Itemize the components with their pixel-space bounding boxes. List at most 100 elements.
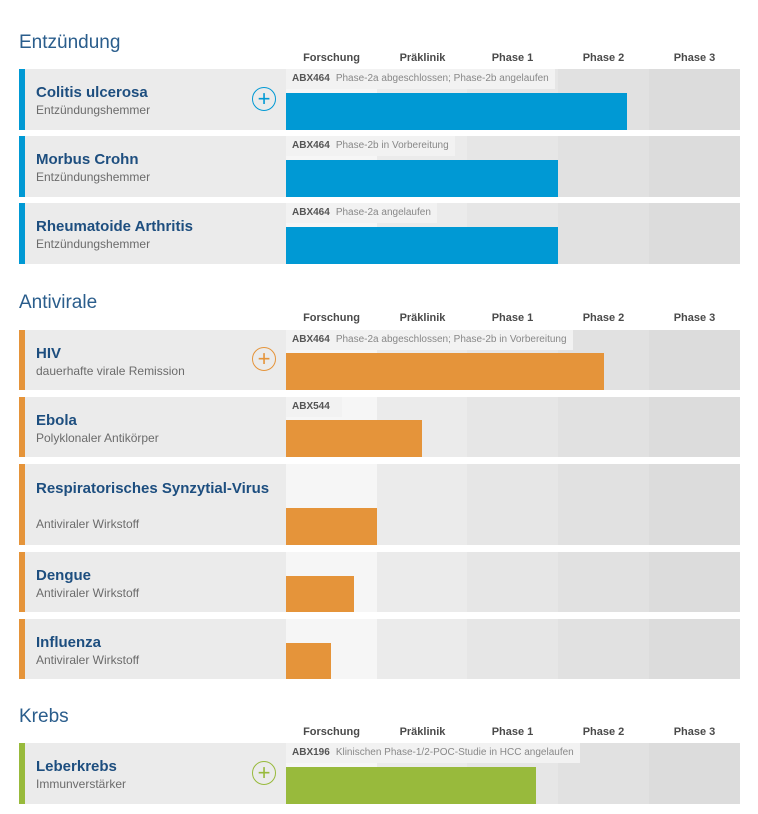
phase-column <box>649 552 740 612</box>
row-label: Dengue Antiviraler Wirkstoff <box>25 552 286 612</box>
indication-subtitle: Antiviraler Wirkstoff <box>36 586 140 600</box>
status-text: Phase-2a abgeschlossen; Phase-2b angelau… <box>335 73 549 84</box>
phase-header-0: Forschung <box>303 52 360 64</box>
phase-column <box>558 397 649 457</box>
pipeline-row: Morbus Crohn Entzündungshemmer ABX464 Phase… <box>19 136 740 197</box>
indication-name: Morbus Crohn <box>36 151 139 168</box>
progress-bar <box>286 643 331 679</box>
row-label: Rheumatoide Arthritis Entzündungshemmer <box>25 203 286 264</box>
phase-column <box>467 552 558 612</box>
pipeline-row: Dengue Antiviraler Wirkstoff <box>19 552 740 612</box>
pipeline-row: Ebola Polyklonaler Antikörper ABX544 <box>19 397 740 457</box>
row-accent <box>19 69 25 130</box>
progress-bar <box>286 576 354 612</box>
phase-column <box>377 619 468 679</box>
phase-header-4: Phase 3 <box>673 312 716 324</box>
phase-column <box>467 464 558 545</box>
row-accent <box>19 203 25 264</box>
progress-bar <box>286 227 558 264</box>
row-accent <box>19 619 25 679</box>
status-tag: ABX464 Phase-2a angelaufen <box>286 203 437 223</box>
phase-column <box>558 136 649 197</box>
row-label: Leberkrebs Immunverstärker + <box>25 743 286 804</box>
progress-bar <box>286 160 558 197</box>
progress-track: ABX464 Phase-2b in Vorbereitung <box>286 136 740 197</box>
status-text: Phase-2a angelaufen <box>335 207 431 218</box>
progress-bar <box>286 93 627 130</box>
pipeline-row: Influenza Antiviraler Wirkstoff <box>19 619 740 679</box>
indication-name: Influenza <box>36 634 102 651</box>
pipeline-row: Leberkrebs Immunverstärker + ABX196 Klinisch… <box>19 743 740 804</box>
phase-header-3: Phase 2 <box>582 726 625 738</box>
progress-bar <box>286 420 422 457</box>
phase-column <box>649 136 740 197</box>
pipeline-row: Respiratorisches Synzytial-Virus Antivira… <box>19 464 740 545</box>
indication-subtitle: Polyklonaler Antikörper <box>36 431 159 445</box>
status-text: Klinischen Phase-1/2-POC-Studie in HCC a… <box>335 747 574 758</box>
indication-name: Dengue <box>36 567 92 584</box>
row-accent <box>19 743 25 804</box>
phase-column <box>377 464 468 545</box>
row-label: Influenza Antiviraler Wirkstoff <box>25 619 286 679</box>
row-accent <box>19 552 25 612</box>
row-label: HIV dauerhafte virale Remission + <box>25 330 286 390</box>
phase-column <box>558 552 649 612</box>
section-title: Antivirale <box>19 292 98 313</box>
phase-header-0: Forschung <box>303 726 360 738</box>
indication-subtitle: dauerhafte virale Remission <box>36 364 185 378</box>
row-label: Respiratorisches Synzytial-Virus Antivira… <box>25 464 286 545</box>
progress-track <box>286 619 740 679</box>
phase-column <box>558 464 649 545</box>
phase-column <box>558 203 649 264</box>
progress-track: ABX464 Phase-2a abgeschlossen; Phase-2b i… <box>286 330 740 390</box>
status-text: Phase-2b in Vorbereitung <box>335 140 449 151</box>
indication-subtitle: Entzündungshemmer <box>36 170 151 184</box>
status-tag: ABX544 <box>286 397 342 417</box>
row-label: Morbus Crohn Entzündungshemmer <box>25 136 286 197</box>
row-accent <box>19 330 25 390</box>
progress-track <box>286 552 740 612</box>
phase-column <box>649 330 740 390</box>
phase-header-1: Präklinik <box>399 52 446 64</box>
compound-code: ABX464 <box>292 334 330 345</box>
phase-column <box>649 619 740 679</box>
progress-bar <box>286 353 604 390</box>
indication-subtitle: Entzündungshemmer <box>36 237 151 251</box>
phase-column <box>649 743 740 804</box>
row-accent <box>19 397 25 457</box>
pipeline-row: Colitis ulcerosa Entzündungshemmer + ABX464… <box>19 69 740 130</box>
expand-plus-icon[interactable]: + <box>252 760 276 785</box>
status-tag: ABX464 Phase-2b in Vorbereitung <box>286 136 455 156</box>
section-title: Krebs <box>19 706 69 727</box>
compound-code: ABX464 <box>292 73 330 84</box>
indication-name: HIV <box>36 345 62 362</box>
progress-bar <box>286 508 377 545</box>
progress-track: ABX196 Klinischen Phase-1/2-POC-Studie in… <box>286 743 740 804</box>
phase-column <box>558 619 649 679</box>
status-text: Phase-2a abgeschlossen; Phase-2b in Vorb… <box>335 334 567 345</box>
phase-column <box>649 203 740 264</box>
phase-column <box>649 397 740 457</box>
phase-column <box>649 464 740 545</box>
section-title: Entzündung <box>19 32 121 53</box>
pipeline-row: Rheumatoide Arthritis Entzündungshemmer AB… <box>19 203 740 264</box>
indication-subtitle: Entzündungshemmer <box>36 103 151 117</box>
compound-code: ABX464 <box>292 207 330 218</box>
pipeline-row: HIV dauerhafte virale Remission + ABX464 Pha… <box>19 330 740 390</box>
phase-column <box>377 552 468 612</box>
status-tag: ABX464 Phase-2a abgeschlossen; Phase-2b a… <box>286 69 555 89</box>
progress-track: ABX464 Phase-2a angelaufen <box>286 203 740 264</box>
progress-track: ABX464 Phase-2a abgeschlossen; Phase-2b a… <box>286 69 740 130</box>
row-accent <box>19 136 25 197</box>
expand-plus-icon[interactable]: + <box>252 347 276 371</box>
status-tag: ABX464 Phase-2a abgeschlossen; Phase-2b i… <box>286 330 573 350</box>
phase-column <box>467 397 558 457</box>
phase-header-2: Phase 1 <box>491 312 534 324</box>
progress-track: ABX544 <box>286 397 740 457</box>
progress-bar <box>286 767 536 804</box>
indication-name: Rheumatoide Arthritis <box>36 218 193 235</box>
indication-name: Leberkrebs <box>36 758 117 775</box>
phase-header-3: Phase 2 <box>582 312 625 324</box>
phase-header-2: Phase 1 <box>491 726 534 738</box>
expand-plus-icon[interactable]: + <box>252 86 276 111</box>
